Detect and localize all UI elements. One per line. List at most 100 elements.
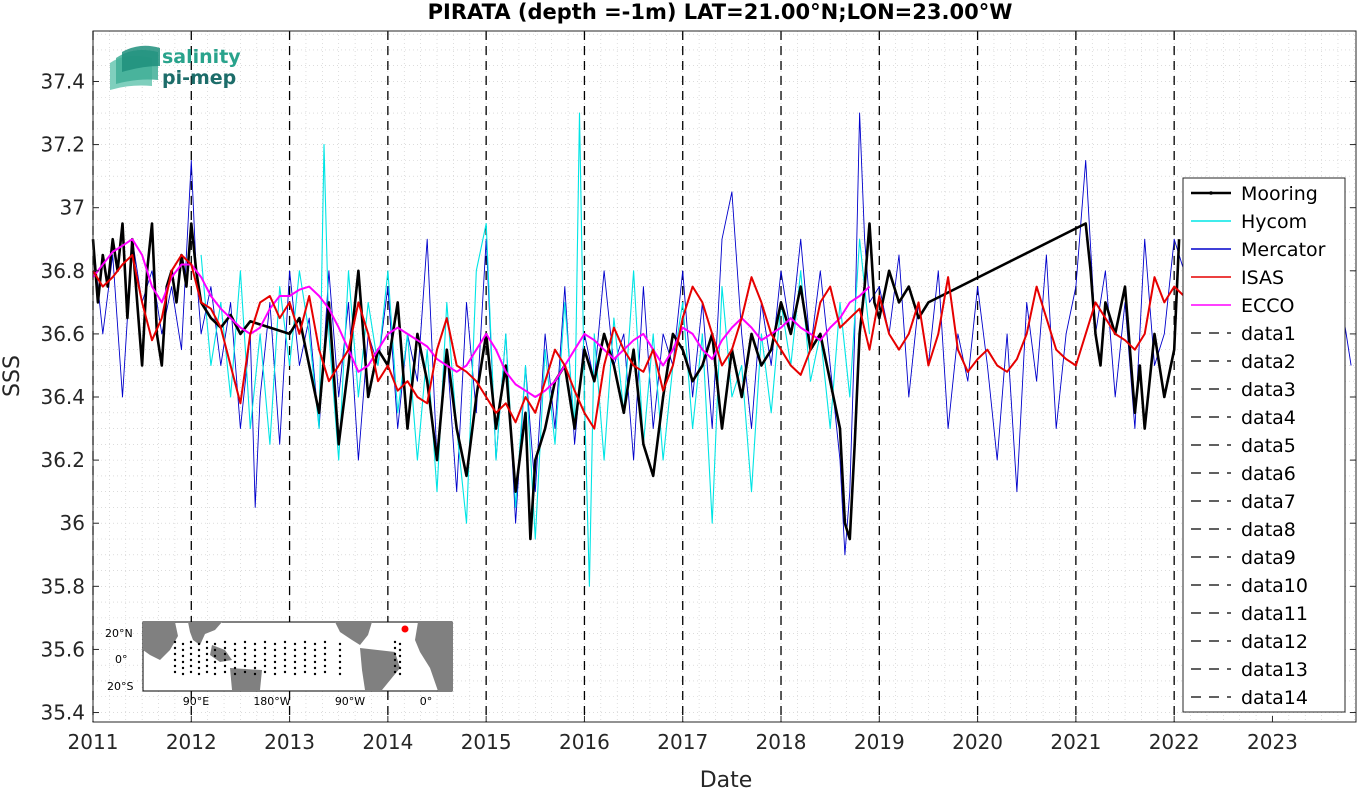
mooring-dot <box>323 652 327 656</box>
mooring-dot <box>273 654 277 658</box>
mooring-dot <box>189 664 193 668</box>
series-line-ecco <box>92 238 871 398</box>
mooring-dot <box>263 658 267 662</box>
x-tick-label: 2012 <box>166 730 217 754</box>
legend-label-data6: data6 <box>1241 463 1296 485</box>
x-tick-label: 2023 <box>1247 730 1298 754</box>
mooring-dot <box>338 666 342 670</box>
y-tick-label: 37 <box>60 196 85 220</box>
mooring-dot <box>263 670 267 674</box>
mooring-dot <box>273 642 277 646</box>
map-lon-0: 0° <box>420 695 433 708</box>
mooring-dot <box>303 664 307 668</box>
mooring-dot <box>233 654 237 658</box>
mooring-dot <box>197 660 201 664</box>
mooring-dot <box>213 654 217 658</box>
map-lat-20s: 20°S <box>107 680 133 693</box>
salinity-pi-mep-logo: salinity pi-mep <box>110 45 241 90</box>
land-africa-east <box>415 622 452 691</box>
mooring-dot <box>313 648 317 652</box>
land-asia <box>188 622 222 645</box>
mooring-dot <box>323 670 327 674</box>
mooring-dot <box>398 660 402 664</box>
mooring-dot <box>189 658 193 662</box>
mooring-dot <box>273 666 277 670</box>
y-tick-label: 36.8 <box>40 259 85 283</box>
land-north-america <box>335 622 372 645</box>
y-tick-label: 35.4 <box>40 701 85 725</box>
y-tick-label: 37.4 <box>40 69 85 93</box>
mooring-dot <box>223 658 227 662</box>
mooring-dot <box>173 658 177 662</box>
legend-label-isas: ISAS <box>1241 267 1284 289</box>
legend-label-data8: data8 <box>1241 519 1296 541</box>
mooring-dot <box>189 646 193 650</box>
mooring-dot <box>243 670 247 674</box>
y-tick-label: 36.6 <box>40 322 85 346</box>
legend-items: Mooring Hycom Mercator ISAS ECCO data1 data2 da… <box>1191 183 1326 709</box>
land-australia <box>230 668 262 690</box>
mooring-dot <box>393 646 397 650</box>
mooring-dot <box>181 666 185 670</box>
selected-mooring-marker <box>401 625 409 633</box>
y-axis-ticks: 35.4 35.6 35.8 36 36.2 36.4 36.6 36.8 37 37.2 37.4 <box>40 69 1356 725</box>
y-tick-label: 35.8 <box>40 574 85 598</box>
mooring-dot <box>293 654 297 658</box>
mooring-dot <box>303 640 307 644</box>
legend-label-hycom: Hycom <box>1241 211 1307 233</box>
mooring-dot <box>181 660 185 664</box>
mooring-dot <box>197 648 201 652</box>
chart-title: PIRATA (depth =-1m) LAT=21.00°N;LON=23.0… <box>428 0 1013 24</box>
mooring-dot <box>393 658 397 662</box>
mooring-dot <box>223 664 227 668</box>
x-tick-label: 2020 <box>952 730 1003 754</box>
x-tick-label: 2019 <box>854 730 905 754</box>
legend-marker-mooring <box>1209 191 1213 195</box>
x-tick-label: 2011 <box>68 730 119 754</box>
mooring-dot <box>205 652 209 656</box>
legend-label-data11: data11 <box>1241 603 1308 625</box>
mooring-dot <box>393 640 397 644</box>
mooring-dot <box>181 654 185 658</box>
mooring-dot <box>263 664 267 668</box>
map-lon-90w: 90°W <box>335 695 365 708</box>
mooring-dot <box>197 642 201 646</box>
y-tick-label: 36.2 <box>40 448 85 472</box>
mooring-dot <box>398 654 402 658</box>
y-tick-label: 35.6 <box>40 637 85 661</box>
mooring-dot <box>173 670 177 674</box>
mooring-dot <box>263 652 267 656</box>
logo-line2: pi-mep <box>162 67 236 89</box>
mooring-dot <box>197 654 201 658</box>
legend-label-ecco: ECCO <box>1241 295 1295 317</box>
mooring-dot <box>205 664 209 668</box>
legend-label-data9: data9 <box>1241 547 1296 569</box>
legend-label-data7: data7 <box>1241 491 1296 513</box>
mooring-dot <box>181 642 185 646</box>
series-line-isas <box>92 254 1185 430</box>
legend-label-data14: data14 <box>1241 687 1308 709</box>
mooring-dot <box>223 640 227 644</box>
mooring-dot <box>213 648 217 652</box>
mooring-dot <box>173 646 177 650</box>
mooring-dot <box>243 658 247 662</box>
mooring-dot <box>253 648 257 652</box>
mooring-dot <box>189 670 193 674</box>
mooring-dot <box>233 672 237 676</box>
x-tick-label: 2017 <box>657 730 708 754</box>
mooring-dot <box>338 648 342 652</box>
mooring-dot <box>213 660 217 664</box>
mooring-dot <box>313 660 317 664</box>
mooring-dot <box>253 654 257 658</box>
mooring-dot <box>393 670 397 674</box>
mooring-dot <box>173 640 177 644</box>
map-lon-180w: 180°W <box>253 695 290 708</box>
mooring-dot <box>293 672 297 676</box>
land-south-america <box>360 648 400 690</box>
series-lines <box>91 112 1352 587</box>
mooring-dot <box>338 672 342 676</box>
mooring-dot <box>293 648 297 652</box>
mooring-dot <box>273 648 277 652</box>
mooring-dot <box>338 654 342 658</box>
